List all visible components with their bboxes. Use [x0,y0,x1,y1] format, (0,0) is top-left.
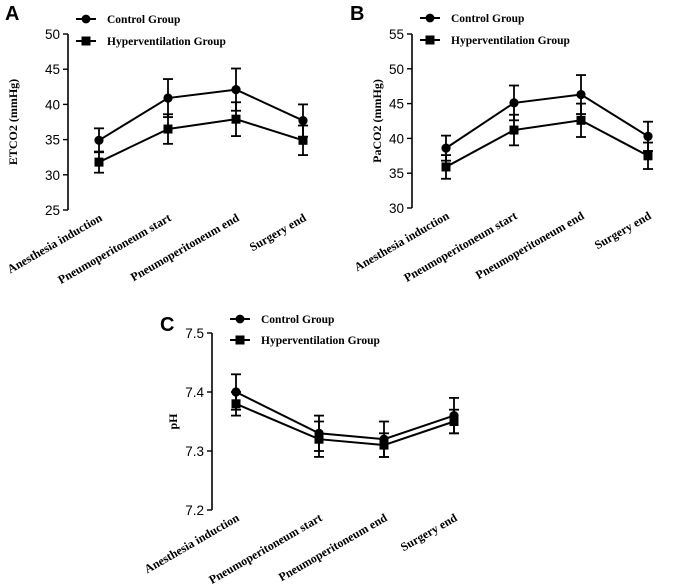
chart-a-y-tick-label: 40 [45,97,60,112]
chart-c-series-hyperventilation-group-line [235,402,455,447]
chart-c-y-tick-label: 7.3 [185,444,204,459]
chart-a-legend-label-control-group: Control Group [107,14,180,26]
chart-c-x-tick-label-surgery-end: Surgery end [398,510,460,554]
chart-a-y-tick-label: 30 [45,168,60,183]
chart-b-legend: Control Group Hyperventilation Group [420,13,570,47]
chart-b-y-tick-label: 40 [389,131,404,146]
chart-c-series-hyperventilation-group [231,391,459,458]
chart-c-y-axis-label: pH [166,413,180,430]
chart-a-series-control-group-point [94,135,104,145]
chart-b-y-tick-label: 50 [389,62,404,77]
chart-b-legend-label-control-group: Control Group [451,13,524,25]
chart-c-series-hyperventilation-group-point [231,399,241,409]
chart-a-y-tick-label: 45 [45,62,60,77]
chart-b-x-tick-label-pneumoperitoneum-start: Pneumoperitoneum start [401,208,519,284]
chart-c-y-tick-label: 7.4 [185,385,204,400]
chart-b-legend-marker-square [425,35,435,45]
chart-a-series-control-group-point [298,115,308,126]
chart-b-series-hyperventilation-group [441,102,653,180]
chart-a-panel-label: A [5,3,19,25]
chart-a-y-tick-label: 35 [45,133,60,148]
chart-b-series-control-group-point [441,143,451,153]
chart-b-series-control-group-point [643,131,653,141]
chart-b-legend-marker-circle [425,13,435,23]
chart-a-series-hyperventilation-group [94,101,308,174]
chart-a-series-control-group-line [98,88,304,142]
chart-b-series-control-group-point [509,98,519,108]
chart-b-x-tick-label-surgery-end: Surgery end [592,208,654,252]
chart-a-y-axis-label: ETCO2 (mmHg) [6,79,20,165]
chart-c-series-hyperventilation-group-point [314,434,324,444]
chart-a-series-control-group-point [231,85,241,95]
chart-b-series-hyperventilation-group-point [509,125,519,135]
chart-b-series-control-group-point [576,89,586,100]
chart-b-y-tick-label: 55 [389,27,404,42]
chart-a-y-tick-label: 50 [45,27,60,42]
chart-a-legend-label-hyperventilation-group: Hyperventilation Group [107,36,226,48]
chart-a-series-hyperventilation-group-line [98,118,304,164]
chart-a-y-tick-label: 25 [45,203,60,218]
chart-c-legend-marker-circle [235,314,245,324]
chart-a-series-hyperventilation-group-point [298,135,308,145]
chart-c-y-tick-label: 7.2 [185,503,204,518]
chart-c-legend-label-hyperventilation-group: Hyperventilation Group [261,335,380,347]
chart-b-y-tick-label: 35 [389,166,404,181]
chart-b-y-tick-label: 45 [389,97,404,112]
chart-a-series-hyperventilation-group-point [231,114,241,124]
chart-b-y-tick-label: 30 [389,201,404,216]
chart-a-legend: Control Group Hyperventilation Group [76,14,226,48]
chart-b-series-hyperventilation-group-point [441,162,451,172]
chart-a-x-tick-label-surgery-end: Surgery end [247,210,309,254]
chart-c-legend-marker-square [235,335,245,345]
chart-a-series-hyperventilation-group-point [94,157,104,167]
chart-a-series-control-group-point [163,93,173,103]
chart-b-legend-label-hyperventilation-group: Hyperventilation Group [451,35,570,47]
chart-a-legend-marker-circle [81,14,91,24]
chart-c-y-tick-label: 7.5 [185,326,204,341]
chart-a-x-tick-label-pneumoperitoneum-start: Pneumoperitoneum start [55,210,173,286]
chart-c-series-hyperventilation-group-point [449,417,459,426]
chart-b-x-tick-label-pneumoperitoneum-end: Pneumoperitoneum end [473,208,587,282]
chart-a-series-control-group [94,67,308,154]
chart-c-legend: Control Group Hyperventilation Group [230,314,380,347]
chart-c-panel-label: C [160,314,174,336]
chart-c-series-control-group-line [235,391,455,441]
chart-c-series-hyperventilation-group-point [379,440,389,450]
chart-c-x-tick-label-pneumoperitoneum-end: Pneumoperitoneum end [276,510,390,584]
chart-c-legend-label-control-group: Control Group [261,314,334,326]
chart-b-series-control-group-line [445,93,649,149]
chart-b-y-axis-label: PaCO2 (mmHg) [370,79,384,163]
chart-a-series-hyperventilation-group-point [163,124,173,134]
chart-a-x-tick-label-pneumoperitoneum-end: Pneumoperitoneum end [128,210,242,284]
chart-b-panel-label: B [350,3,364,25]
chart-b-series-control-group [441,74,653,162]
chart-a-legend-marker-square [81,36,91,46]
chart-b-series-hyperventilation-group-point [643,151,653,161]
chart-b-series-hyperventilation-group-point [576,115,586,125]
chart-b-series-hyperventilation-group-line [445,119,649,168]
